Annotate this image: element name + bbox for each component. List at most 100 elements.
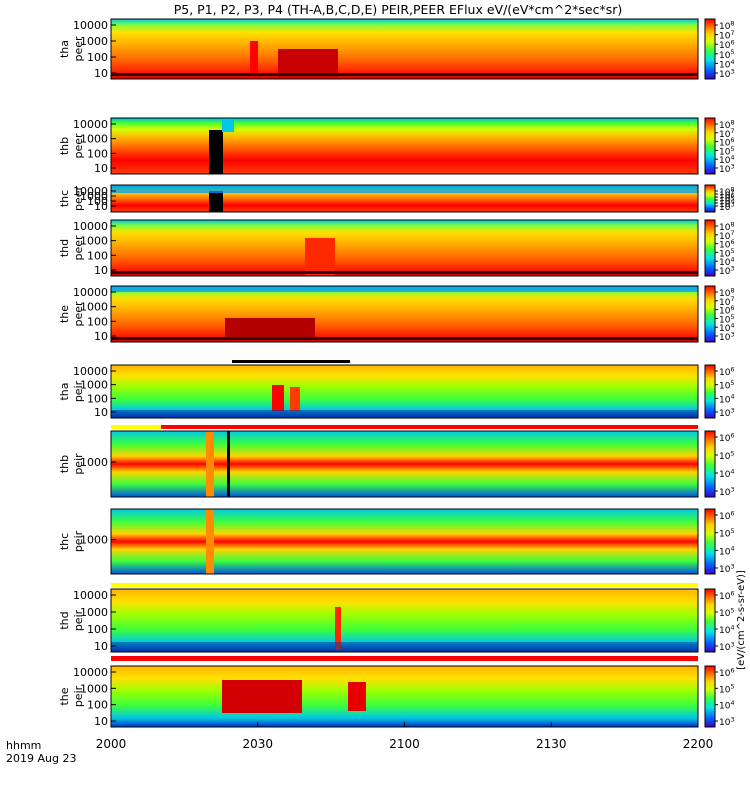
x-tick-label: 2000: [96, 737, 127, 751]
colorbar-the-peer: [704, 285, 716, 343]
feature-patch: [222, 118, 234, 132]
panel-species-label: peir: [72, 453, 85, 475]
feature-event: [305, 238, 335, 276]
feature-floor: [111, 337, 698, 340]
y-tick-label: 100: [87, 195, 108, 208]
y-tick-label: 100: [87, 51, 108, 64]
y-tick-label: 10000: [73, 365, 108, 378]
colorbar-tha-peer: [704, 18, 716, 80]
feature-floor: [111, 642, 698, 652]
panel-probe-label: the: [58, 305, 71, 323]
colorbar-tick-label: 106: [719, 40, 734, 52]
spectrogram-thb-peer: [111, 118, 698, 174]
feature-event: [348, 682, 366, 711]
chart-title: P5, P1, P2, P3, P4 (TH-A,B,C,D,E) PEIR,P…: [174, 2, 623, 17]
colorbar-tick-label: 105: [719, 528, 734, 540]
y-tick-label: 100: [87, 249, 108, 262]
colorbar-tick-label: 105: [719, 146, 734, 158]
y-tick-label: 1000: [80, 606, 108, 619]
y-tick-label: 1000: [80, 682, 108, 695]
colorbar-thb-peer: [704, 117, 716, 175]
feature-gap: [111, 114, 698, 117]
panel-species-label: peer: [72, 36, 85, 62]
quality-bar: [111, 425, 698, 429]
y-tick-label: 1000: [80, 35, 108, 48]
panel-species-label: peer: [72, 186, 85, 212]
panel-probe-label: thd: [58, 239, 71, 257]
panel-frame: [110, 117, 699, 175]
y-tick-label: 10000: [73, 286, 108, 299]
y-tick-label: 10: [94, 67, 108, 80]
y-tick-label: 10000: [73, 589, 108, 602]
colorbar-tick-label: 106: [719, 192, 734, 204]
panel-probe-label: thc: [58, 533, 71, 550]
panel-probe-label: thb: [58, 137, 71, 155]
quality-bar-start: [111, 425, 161, 429]
colorbar-tick-label: 104: [719, 155, 734, 167]
colorbar-tick-label: 103: [719, 201, 734, 213]
colorbar-tick-label: 108: [719, 20, 734, 32]
colorbar-tick-label: 103: [719, 716, 734, 728]
colorbar-tick-label: 105: [719, 248, 734, 260]
panel-frame: [110, 184, 699, 213]
colorbar-tick-label: 106: [719, 239, 734, 251]
spectrogram-tha-peir: [111, 365, 698, 418]
feature-stripe: [206, 509, 214, 574]
y-tick-label: 1000: [80, 379, 108, 392]
spectrogram-the-peir: [111, 666, 698, 727]
spectrogram-thd-peir: [111, 589, 698, 652]
colorbar-tick-label: 104: [719, 257, 734, 269]
quality-bar: [111, 656, 698, 661]
panel-thd-peir: 10000 1000 100 10 thd peir 106 105 104 103: [58, 583, 734, 653]
colorbar-the-peir: [704, 665, 716, 728]
y-tick-label: 1000: [80, 190, 108, 203]
y-tick-label: 1000: [80, 133, 108, 146]
y-tick-label: 10000: [73, 118, 108, 131]
colorbar-tick-label: 103: [719, 265, 734, 277]
panel-species-label: peer: [72, 301, 85, 327]
feature-dropout: [209, 130, 223, 174]
colorbar-tick-label: 105: [719, 450, 734, 462]
colorbar-tick-label: 105: [719, 684, 734, 696]
colorbar-tick-label: 103: [719, 641, 734, 653]
colorbar-tick-label: 107: [719, 30, 734, 42]
y-tick-label: 10000: [73, 185, 108, 198]
panel-probe-label: tha: [58, 40, 71, 58]
panel-frame: [110, 508, 699, 575]
colorbar-tick-label: 108: [719, 119, 734, 131]
panel-probe-label: the: [58, 687, 71, 705]
colorbar-tick-label: 104: [719, 323, 734, 335]
colorbar-tick-label: 103: [719, 563, 734, 575]
panel-thc-peir: 1000 thc peir 106 105 104 103: [58, 503, 734, 575]
colorbar-tick-label: 106: [719, 510, 734, 522]
colorbar-tick-label: 105: [719, 607, 734, 619]
y-tick-label: 1000: [80, 534, 108, 547]
y-tick-label: 1000: [80, 301, 108, 314]
y-tick-label: 10: [94, 200, 108, 213]
y-tick-label: 10: [94, 330, 108, 343]
colorbar-thc-peir: [704, 508, 716, 575]
panel-frame: [110, 430, 699, 498]
feature-mark: [232, 360, 350, 363]
panel-probe-label: thc: [58, 190, 71, 207]
feature-dropout: [278, 49, 338, 77]
panel-probe-label: thd: [58, 611, 71, 629]
feature-spike: [335, 607, 341, 650]
colorbar-tick-label: 103: [719, 486, 734, 498]
y-tick-label: 10000: [73, 666, 108, 679]
colorbar-tick-label: 104: [719, 394, 734, 406]
panel-frame: [110, 588, 699, 653]
y-tick-label: 10: [94, 715, 108, 728]
y-tick-label: 10: [94, 406, 108, 419]
colorbar-tick-label: 106: [719, 667, 734, 679]
panel-the-peir: 10000 1000 100 10 the peir 106 105 104 103: [58, 656, 734, 728]
colorbar-tick-label: 103: [719, 68, 734, 80]
feature-band: [250, 41, 258, 77]
colorbar-tick-label: 105: [719, 380, 734, 392]
panel-species-label: peer: [72, 133, 85, 159]
